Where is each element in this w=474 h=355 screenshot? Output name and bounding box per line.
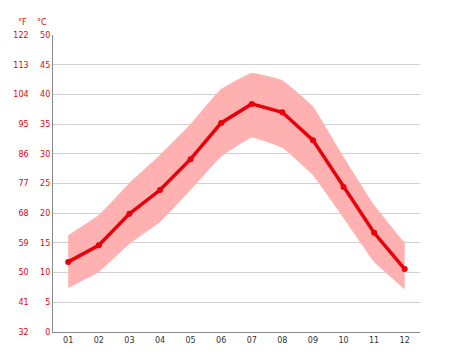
svg-text:50: 50 (18, 268, 28, 277)
svg-text:11: 11 (369, 336, 379, 345)
svg-text:104: 104 (13, 90, 28, 99)
svg-text:02: 02 (94, 336, 104, 345)
svg-text:05: 05 (185, 336, 195, 345)
svg-text:07: 07 (247, 336, 257, 345)
svg-text:0: 0 (45, 328, 50, 337)
svg-text:04: 04 (155, 336, 165, 345)
svg-text:113: 113 (13, 60, 28, 69)
svg-text:45: 45 (40, 60, 50, 69)
svg-text:20: 20 (40, 209, 50, 218)
svg-text:03: 03 (124, 336, 134, 345)
svg-text:40: 40 (40, 90, 50, 99)
svg-text:12: 12 (400, 336, 410, 345)
svg-text:08: 08 (277, 336, 287, 345)
svg-text:122: 122 (13, 31, 28, 40)
svg-text:30: 30 (40, 150, 50, 159)
svg-text:86: 86 (18, 150, 28, 159)
svg-text:06: 06 (216, 336, 226, 345)
svg-text:35: 35 (40, 120, 50, 129)
svg-text:10: 10 (338, 336, 348, 345)
svg-text:°F: °F (18, 18, 27, 27)
svg-text:09: 09 (308, 336, 318, 345)
svg-text:15: 15 (40, 239, 50, 248)
svg-text:25: 25 (40, 179, 50, 188)
svg-text:°C: °C (37, 18, 47, 27)
svg-text:68: 68 (18, 209, 28, 218)
svg-text:01: 01 (63, 336, 73, 345)
svg-text:5: 5 (45, 298, 50, 307)
svg-text:77: 77 (18, 179, 28, 188)
svg-text:41: 41 (18, 298, 28, 307)
svg-text:95: 95 (18, 120, 28, 129)
svg-text:59: 59 (18, 239, 28, 248)
svg-text:50: 50 (40, 31, 50, 40)
svg-text:10: 10 (40, 268, 50, 277)
svg-text:32: 32 (18, 328, 28, 337)
